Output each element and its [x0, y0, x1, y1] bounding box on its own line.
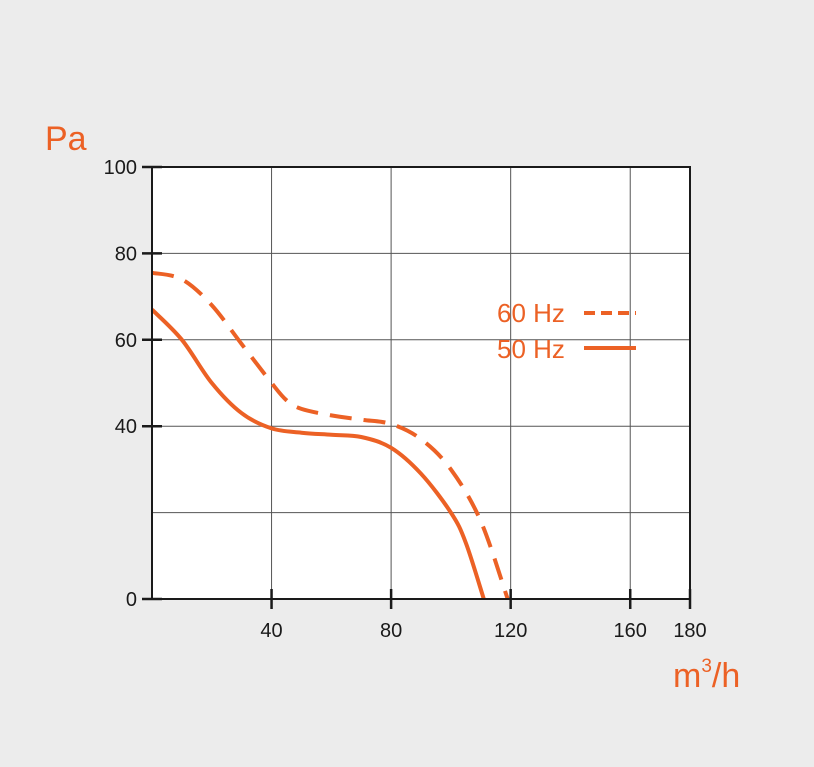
y-tick-label-60: 60 — [115, 330, 137, 352]
x-axis-label: m3/h — [673, 656, 740, 695]
plot-frame — [151, 166, 691, 600]
x-tick-label-40: 40 — [260, 620, 282, 642]
legend-label-50hz: 50 Hz — [497, 334, 565, 364]
x-axis-label-suffix: /h — [712, 657, 740, 695]
x-axis-label-superscript: 3 — [701, 656, 712, 677]
series-line-50hz — [150, 308, 486, 600]
x-tick-label-120: 120 — [494, 620, 527, 642]
y-tick-label-0: 0 — [126, 589, 137, 611]
x-tick-label-180: 180 — [673, 620, 706, 642]
grid-lines — [152, 167, 690, 599]
y-tick-label-100: 100 — [104, 157, 137, 179]
series-lines — [150, 270, 510, 600]
x-axis-label-base: m — [673, 657, 701, 695]
tick-marks — [142, 165, 692, 609]
tick-labels: 40 80 120 160 180 0 40 60 80 100 — [104, 157, 707, 642]
y-tick-label-40: 40 — [115, 416, 137, 438]
legend: 60 Hz 50 Hz — [497, 298, 636, 364]
x-tick-label-80: 80 — [380, 620, 402, 642]
x-tick-label-160: 160 — [614, 620, 647, 642]
series-line-60hz — [151, 270, 510, 600]
y-tick-label-80: 80 — [115, 243, 137, 265]
y-axis-label: Pa — [45, 120, 87, 158]
plot-area — [152, 167, 690, 599]
legend-label-60hz: 60 Hz — [497, 298, 565, 328]
